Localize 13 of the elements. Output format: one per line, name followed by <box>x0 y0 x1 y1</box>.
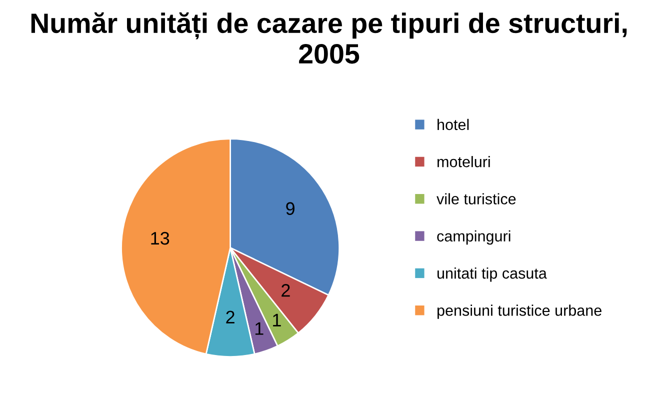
legend-label: unitati tip casuta <box>438 268 547 282</box>
legend-label: vile turistice <box>436 193 516 204</box>
legend-label: pensiuni turistice urbane <box>438 304 602 319</box>
legend-label: campinguri <box>437 230 510 245</box>
data-label: 2 <box>226 310 234 324</box>
legend-label: hotel <box>438 118 469 130</box>
data-label: 13 <box>151 232 170 245</box>
legend-label: moteluri <box>438 156 490 168</box>
data-label: 2 <box>282 284 290 297</box>
chart-title: Număr unități de cazare pe tipuri de structuri, 2005 <box>31 12 627 64</box>
data-label: 1 <box>255 322 264 335</box>
data-label: 1 <box>273 314 281 326</box>
data-label: 9 <box>286 202 294 215</box>
